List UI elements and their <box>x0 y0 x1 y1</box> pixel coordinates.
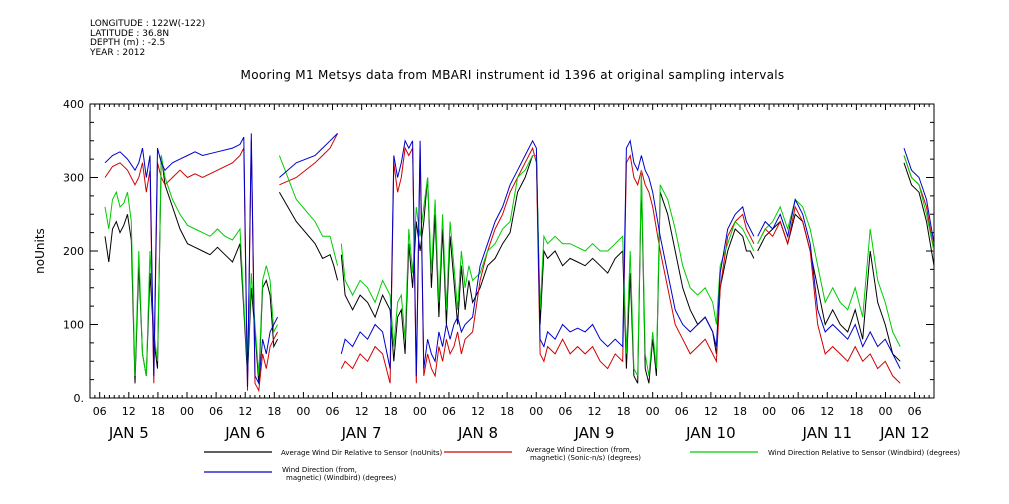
x-hour-tick-label: 00 <box>762 405 776 418</box>
x-hour-tick-label: 18 <box>500 405 514 418</box>
x-hour-tick-label: 06 <box>908 405 922 418</box>
x-hour-tick-label: 00 <box>413 405 427 418</box>
x-hour-tick-label: 12 <box>587 405 601 418</box>
y-tick-label: 0. <box>74 392 85 405</box>
x-day-label: JAN 6 <box>224 424 265 442</box>
y-tick-label: 400 <box>63 98 84 111</box>
x-day-label: JAN 8 <box>457 424 498 442</box>
x-day-label: JAN 5 <box>108 424 149 442</box>
legend-label-3: Wind Direction Relative to Sensor (Windb… <box>768 449 960 457</box>
metadata-block: LONGITUDE : 122W(-122) LATITUDE : 36.8N … <box>90 19 206 58</box>
x-hour-tick-label: 18 <box>733 405 747 418</box>
x-day-label: JAN 9 <box>573 424 614 442</box>
legend-label-4: Wind Direction (from, <box>282 466 357 474</box>
legend-label-2: Average Wind Direction (from, <box>526 446 632 454</box>
x-hour-tick-label: 12 <box>122 405 136 418</box>
x-hour-tick-label: 18 <box>267 405 281 418</box>
legend-label-2: magnetic) (Sonic-n/s) (degrees) <box>530 454 641 462</box>
x-hour-tick-label: 06 <box>209 405 223 418</box>
x-hour-tick-label: 00 <box>296 405 310 418</box>
y-tick-label: 100 <box>63 319 84 332</box>
x-hour-tick-label: 00 <box>646 405 660 418</box>
x-hour-tick-label: 12 <box>355 405 369 418</box>
y-axis-label: noUnits <box>33 228 47 274</box>
x-day-label: JAN 12 <box>879 424 930 442</box>
series-line-2 <box>104 133 934 393</box>
x-hour-tick-label: 06 <box>326 405 340 418</box>
x-hour-tick-label: 12 <box>238 405 252 418</box>
x-hour-tick-label: 18 <box>151 405 165 418</box>
x-day-label: JAN 10 <box>685 424 736 442</box>
legend-label-1: Average Wind Dir Relative to Sensor (noU… <box>281 449 442 457</box>
series-line-4 <box>104 133 934 388</box>
x-hour-tick-label: 00 <box>529 405 543 418</box>
series-line-1 <box>104 155 934 384</box>
x-hour-tick-label: 00 <box>878 405 892 418</box>
y-tick-label: 200 <box>63 245 84 258</box>
y-tick-label: 300 <box>63 172 84 185</box>
x-hour-tick-label: 06 <box>93 405 107 418</box>
x-hour-tick-label: 06 <box>675 405 689 418</box>
x-hour-tick-label: 18 <box>849 405 863 418</box>
x-hour-tick-label: 18 <box>384 405 398 418</box>
x-hour-tick-label: 00 <box>180 405 194 418</box>
year-text: YEAR : 2012 <box>90 47 146 58</box>
x-day-label: JAN 11 <box>802 424 853 442</box>
x-hour-tick-label: 12 <box>704 405 718 418</box>
legend-label-4: magnetic) (Windbird) (degrees) <box>286 474 397 482</box>
chart-title: Mooring M1 Metsys data from MBARI instru… <box>240 68 785 82</box>
x-hour-tick-label: 06 <box>442 405 456 418</box>
x-hour-tick-label: 06 <box>558 405 572 418</box>
x-hour-tick-label: 12 <box>471 405 485 418</box>
x-hour-tick-label: 12 <box>820 405 834 418</box>
x-hour-tick-label: 06 <box>791 405 805 418</box>
plot-frame <box>89 103 935 399</box>
depth-text: DEPTH (m) : -2.5 <box>90 38 166 49</box>
x-hour-tick-label: 18 <box>617 405 631 418</box>
latitude-text: LATITUDE : 36.8N <box>90 28 170 39</box>
x-day-label: JAN 7 <box>341 424 382 442</box>
longitude-text: LONGITUDE : 122W(-122) <box>90 19 206 29</box>
